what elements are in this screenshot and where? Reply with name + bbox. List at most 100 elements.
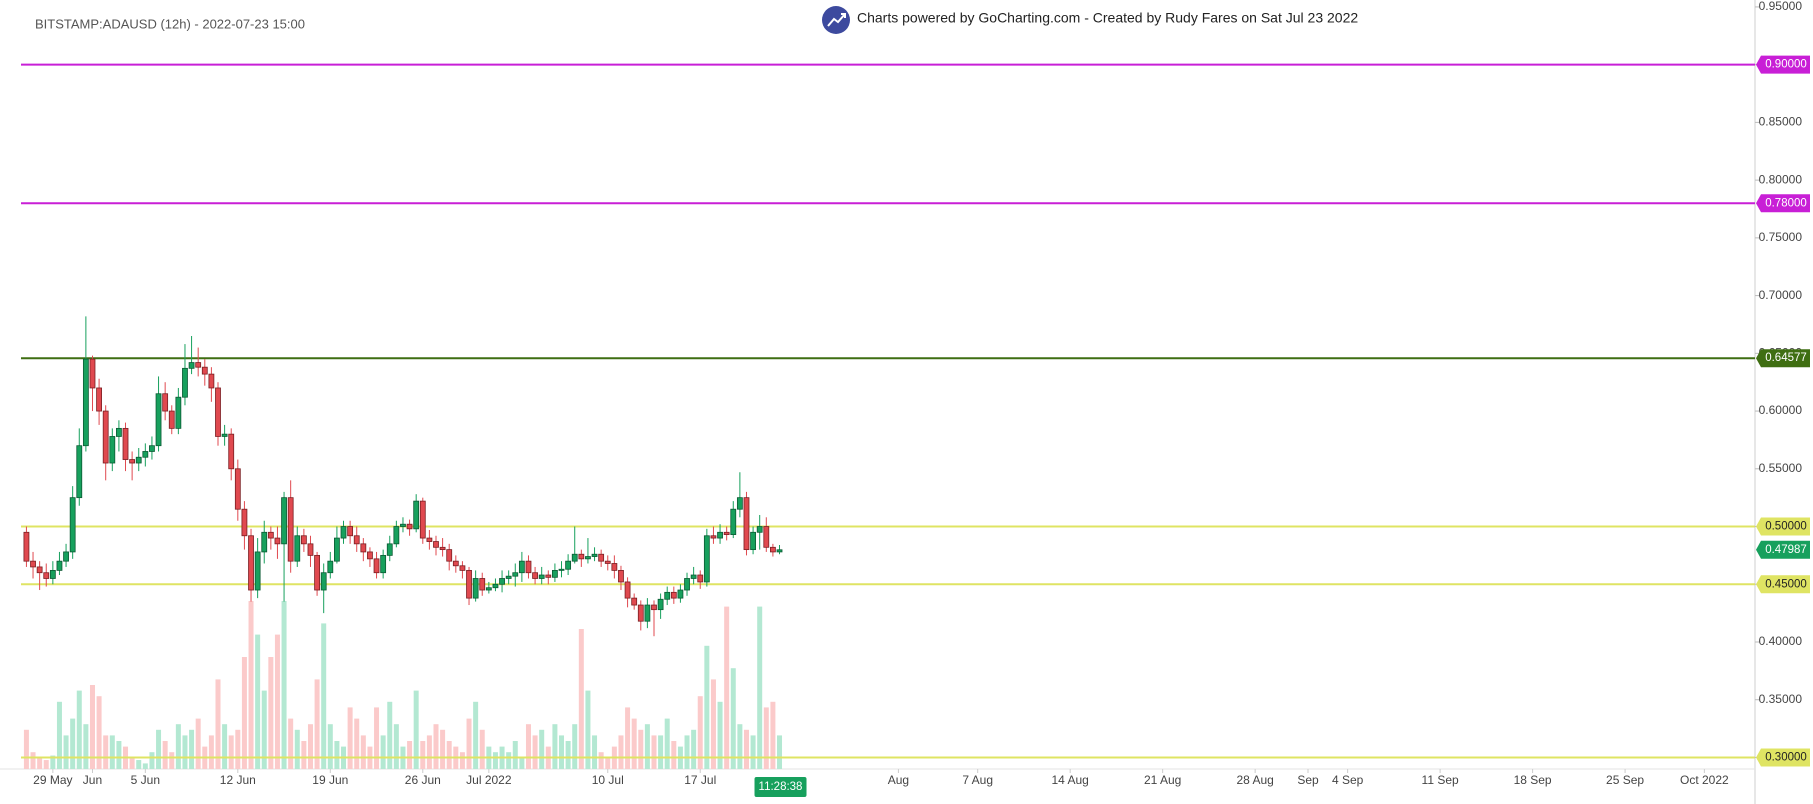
candle-body bbox=[241, 508, 248, 537]
candle-body bbox=[63, 551, 69, 562]
candle-body bbox=[248, 535, 254, 591]
volume-bar bbox=[539, 729, 545, 769]
countdown-box bbox=[754, 777, 807, 797]
level-label-box bbox=[1756, 575, 1810, 594]
volume-bar bbox=[473, 701, 479, 769]
candle-body bbox=[43, 572, 50, 579]
candle-body bbox=[743, 497, 750, 551]
volume-bar bbox=[334, 741, 340, 769]
volume-bar bbox=[757, 606, 763, 769]
volume-bar bbox=[413, 690, 419, 769]
volume-bar bbox=[182, 735, 188, 769]
volume-bar bbox=[189, 729, 195, 769]
volume-bar bbox=[578, 629, 584, 769]
candle-body bbox=[637, 604, 644, 622]
candle-body bbox=[267, 531, 274, 539]
volume-bar bbox=[136, 760, 142, 769]
candle-body bbox=[353, 535, 360, 545]
candle-body bbox=[604, 560, 611, 564]
y-tick-label: 0.80000 bbox=[1759, 172, 1803, 186]
volume-bar bbox=[374, 707, 380, 769]
x-tick-label: 26 Jun bbox=[405, 773, 441, 787]
volume-bar bbox=[525, 724, 531, 769]
candle-body bbox=[717, 531, 723, 539]
candle-body bbox=[307, 543, 314, 556]
volume-bar bbox=[446, 741, 452, 769]
volume-bar bbox=[704, 645, 710, 769]
candle-body bbox=[452, 560, 459, 567]
candle-body bbox=[736, 497, 743, 510]
candle-body bbox=[439, 546, 446, 551]
y-tick-label: 0.55000 bbox=[1759, 461, 1803, 475]
volume-bar bbox=[598, 752, 604, 769]
candle-body bbox=[618, 569, 624, 583]
candle-body bbox=[459, 565, 466, 571]
volume-bar bbox=[294, 729, 300, 769]
volume-bar bbox=[321, 623, 327, 769]
volume-bar bbox=[222, 724, 228, 769]
candle-body bbox=[168, 410, 175, 429]
volume-bar bbox=[208, 735, 214, 769]
candle-body bbox=[175, 396, 182, 429]
candle-body bbox=[149, 445, 155, 452]
volume-bar bbox=[281, 601, 287, 769]
candle-body bbox=[532, 572, 538, 579]
candle-body bbox=[479, 578, 486, 591]
candle-body bbox=[360, 543, 367, 553]
candle-body bbox=[367, 551, 373, 560]
candle-body bbox=[776, 549, 783, 553]
x-tick-label: 4 Sep bbox=[1332, 773, 1364, 787]
candle-body bbox=[512, 572, 519, 577]
candle-body bbox=[571, 553, 578, 562]
candle-body bbox=[750, 531, 756, 551]
volume-bar bbox=[572, 724, 578, 769]
volume-bar bbox=[307, 724, 313, 769]
level-label: 0.64577 bbox=[1765, 352, 1807, 364]
candle-body bbox=[426, 537, 433, 542]
candle-body bbox=[294, 535, 301, 562]
candle-body bbox=[122, 427, 129, 460]
volume-bar bbox=[175, 724, 181, 769]
candle-body bbox=[400, 523, 406, 527]
volume-bar bbox=[169, 752, 175, 769]
x-tick-label: 7 Aug bbox=[962, 773, 993, 787]
volume-bar bbox=[50, 755, 56, 769]
volume-bar bbox=[103, 735, 109, 769]
volume-bar bbox=[162, 741, 168, 769]
x-tick-label: Oct 2022 bbox=[1680, 773, 1729, 787]
candle-body bbox=[578, 553, 585, 560]
candle-body bbox=[261, 531, 268, 553]
candle-body bbox=[314, 554, 320, 591]
x-tick-label: Aug bbox=[888, 773, 909, 787]
candle-body bbox=[598, 553, 605, 562]
volume-bar bbox=[56, 701, 62, 769]
volume-bar bbox=[70, 718, 76, 769]
volume-bar bbox=[43, 760, 49, 769]
level-label: 0.90000 bbox=[1765, 59, 1807, 71]
candle-body bbox=[723, 531, 730, 536]
volume-bar bbox=[519, 757, 525, 769]
volume-bar bbox=[83, 724, 89, 769]
volume-bar bbox=[459, 752, 465, 769]
candle-body bbox=[334, 537, 340, 562]
candle-body bbox=[201, 366, 208, 375]
candle-body bbox=[492, 583, 499, 589]
candle-body bbox=[340, 526, 347, 539]
volume-bar bbox=[268, 657, 274, 769]
volume-bar bbox=[215, 679, 221, 769]
y-tick-label: 0.85000 bbox=[1759, 115, 1803, 129]
volume-bar bbox=[770, 701, 776, 769]
candle-body bbox=[23, 531, 30, 562]
candle-body bbox=[320, 572, 327, 591]
volume-bar bbox=[532, 735, 538, 769]
candle-body bbox=[281, 497, 287, 545]
volume-bar bbox=[354, 718, 360, 769]
candle-body bbox=[56, 560, 63, 571]
volume-bar bbox=[387, 701, 393, 769]
volume-bar bbox=[261, 690, 267, 769]
volume-bar bbox=[710, 679, 716, 769]
volume-bar bbox=[559, 735, 565, 769]
volume-bar bbox=[360, 735, 366, 769]
candle-body bbox=[135, 456, 142, 464]
candle-body bbox=[102, 410, 109, 464]
